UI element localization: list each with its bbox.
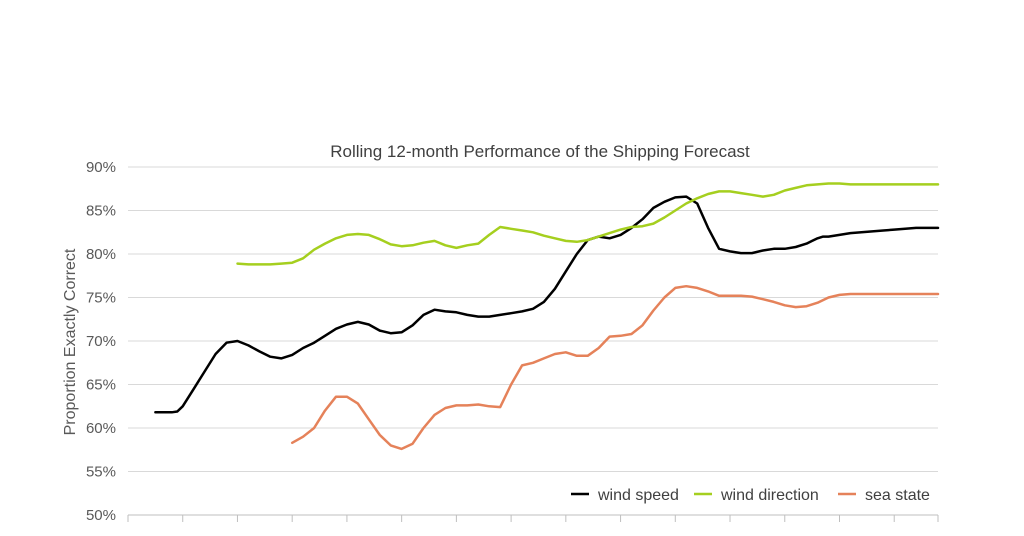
series-lines: [154, 182, 940, 451]
y-tick-label: 85%: [86, 203, 116, 220]
y-tick-label: 65%: [86, 377, 116, 394]
y-axis-tick-labels: 90% 85% 80% 75% 70% 65% 60% 55% 50%: [86, 159, 116, 524]
series-line-sea-state: [290, 284, 940, 451]
series-line-wind-speed: [154, 195, 940, 414]
y-tick-label: 60%: [86, 420, 116, 437]
series-line-wind-direction: [236, 182, 940, 266]
y-tick-label: 50%: [86, 507, 116, 524]
y-axis-label: Proportion Exactly Correct: [62, 248, 79, 435]
y-tick-label: 80%: [86, 246, 116, 263]
legend-label-sea-state: sea state: [865, 487, 930, 504]
x-axis: [127, 514, 939, 522]
y-tick-label: 75%: [86, 290, 116, 307]
legend-label-wind-speed: wind speed: [597, 487, 679, 504]
legend-label-wind-direction: wind direction: [720, 487, 819, 504]
y-tick-label: 55%: [86, 464, 116, 481]
legend: wind speed wind direction sea state: [571, 487, 930, 504]
y-tick-label: 90%: [86, 159, 116, 176]
chart-title: Rolling 12-month Performance of the Ship…: [330, 142, 750, 161]
y-tick-label: 70%: [86, 333, 116, 350]
